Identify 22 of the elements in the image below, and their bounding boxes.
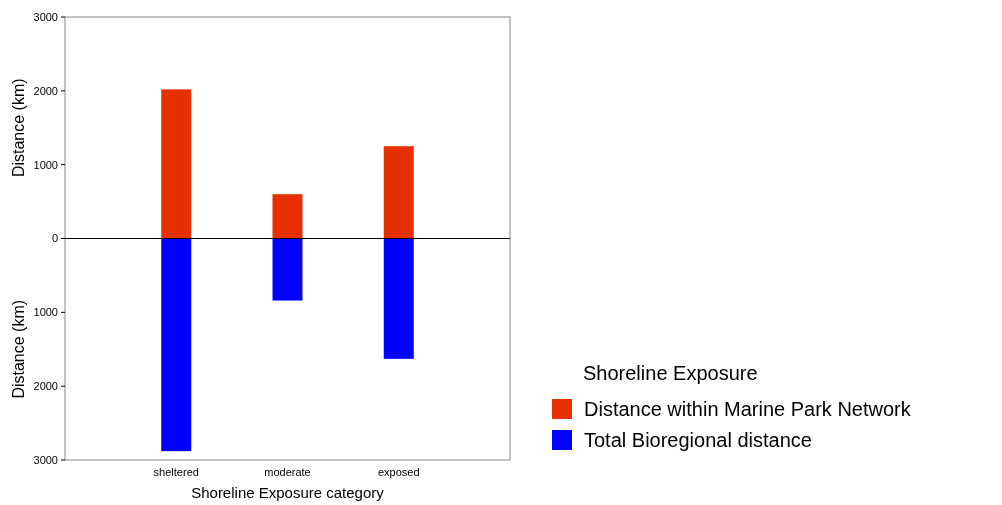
x-tick-label: sheltered	[153, 466, 199, 478]
y-tick-label: 2000	[33, 84, 58, 97]
legend-label: Total Bioregional distance	[584, 429, 812, 451]
y-tick-label: 2000	[33, 380, 58, 393]
y-axis-title: Distance (km)	[10, 78, 27, 178]
y-tick-label: 3000	[33, 10, 58, 23]
bar	[161, 238, 192, 452]
text: Distance (km)	[10, 299, 27, 399]
legend-label: Distance within Marine Park Network	[584, 398, 912, 420]
x-tick-label: exposed	[377, 466, 420, 478]
x-axis-title: Shoreline Exposure category	[191, 484, 385, 501]
bar	[161, 89, 192, 239]
y-tick-label: 1000	[33, 306, 58, 319]
legend-title: Shoreline Exposure	[583, 362, 758, 384]
y-tick-label: 3000	[33, 453, 58, 466]
bar	[383, 238, 414, 359]
bar	[272, 238, 303, 301]
x-tick-label: moderate	[264, 466, 311, 478]
y-tick-label: 0	[51, 232, 58, 245]
y-tick-label: 1000	[33, 158, 58, 171]
bar	[383, 146, 414, 239]
bar	[272, 194, 303, 239]
